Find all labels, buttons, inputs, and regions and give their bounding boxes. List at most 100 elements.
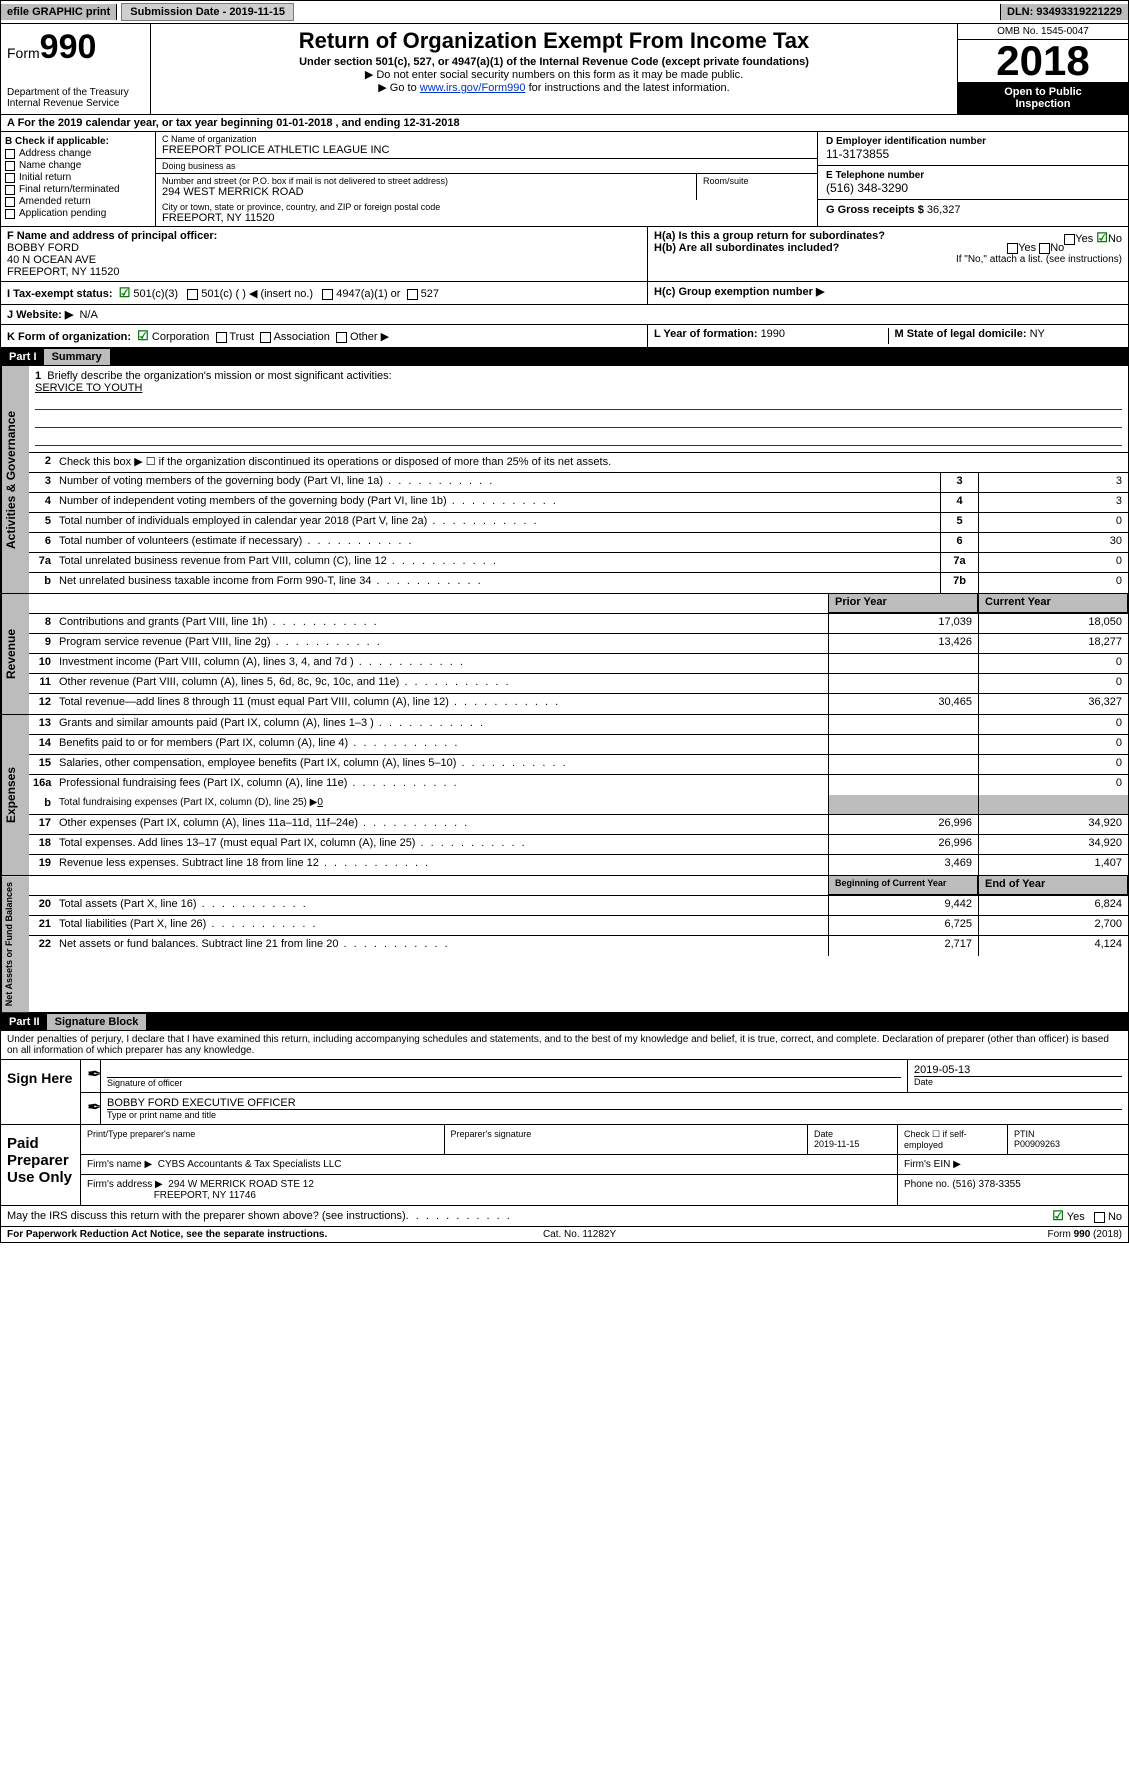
l-label: L Year of formation: <box>654 328 761 340</box>
line-num: 8 <box>29 614 55 633</box>
line-text: Contributions and grants (Part VIII, lin… <box>55 614 828 633</box>
checkbox-icon <box>5 161 15 171</box>
prior-value <box>828 715 978 734</box>
checkbox-icon[interactable] <box>407 289 418 300</box>
i-opt-3: 4947(a)(1) or <box>336 288 400 300</box>
governance-section: Activities & Governance 1 Briefly descri… <box>0 366 1129 594</box>
line-num: 14 <box>29 735 55 754</box>
current-value: 34,920 <box>978 815 1128 834</box>
yes-label: Yes <box>1018 242 1036 254</box>
name-title-label: Type or print name and title <box>107 1110 1122 1120</box>
q2-text: Check this box ▶ ☐ if the organization d… <box>55 453 1128 472</box>
firm-name-label: Firm's name ▶ <box>87 1159 152 1170</box>
checkbox-icon[interactable] <box>1007 243 1018 254</box>
shaded-cell <box>828 795 978 814</box>
gross-receipts-cell: G Gross receipts $ 36,327 <box>818 200 1128 220</box>
q1-value: SERVICE TO YOUTH <box>35 382 1122 394</box>
line-num: 9 <box>29 634 55 653</box>
entity-block: B Check if applicable: Address change Na… <box>0 132 1129 227</box>
ein-cell: D Employer identification number 11-3173… <box>818 132 1128 166</box>
governance-label: Activities & Governance <box>1 366 29 593</box>
table-row: 6Total number of volunteers (estimate if… <box>29 533 1128 553</box>
line-num: 3 <box>29 473 55 492</box>
date-label: Date <box>914 1077 1122 1087</box>
net-header-row: Beginning of Current Year End of Year <box>29 876 1128 896</box>
current-value: 0 <box>978 674 1128 693</box>
preparer-row-1: Print/Type preparer's name Preparer's si… <box>81 1125 1128 1155</box>
prior-value: 6,725 <box>828 916 978 935</box>
line-16b-value: 0 <box>317 797 323 808</box>
checkbox-icon[interactable] <box>336 332 347 343</box>
efile-label: efile GRAPHIC print <box>1 4 117 20</box>
prior-value <box>828 674 978 693</box>
checkbox-icon[interactable] <box>260 332 271 343</box>
line-1: 1 Briefly describe the organization's mi… <box>29 366 1128 453</box>
part-2-header: Part II Signature Block <box>0 1013 1129 1031</box>
checkbox-icon[interactable] <box>1064 234 1075 245</box>
current-year-header: Current Year <box>978 594 1128 613</box>
revenue-label: Revenue <box>1 594 29 714</box>
website-value: N/A <box>79 309 97 321</box>
sub3-a: ▶ Go to <box>378 82 419 94</box>
ptin-value: P00909263 <box>1014 1139 1060 1149</box>
firm-name-row: Firm's name ▶ CYBS Accountants & Tax Spe… <box>81 1155 1128 1175</box>
table-row: bNet unrelated business taxable income f… <box>29 573 1128 593</box>
line-value: 0 <box>978 553 1128 572</box>
line-num: 11 <box>29 674 55 693</box>
prior-value: 26,996 <box>828 835 978 854</box>
shaded-cell <box>978 795 1128 814</box>
check-final-return[interactable]: Final return/terminated <box>5 184 151 195</box>
m-label: M State of legal domicile: <box>895 328 1030 340</box>
line-value: 0 <box>978 573 1128 593</box>
line-num: 13 <box>29 715 55 734</box>
revenue-header-row: Prior Year Current Year <box>29 594 1128 614</box>
current-value: 2,700 <box>978 916 1128 935</box>
i-opt-1: 501(c)(3) <box>133 288 178 300</box>
table-row: 3Number of voting members of the governi… <box>29 473 1128 493</box>
ptin-cell: PTIN P00909263 <box>1008 1125 1128 1154</box>
j-row: J Website: ▶ N/A <box>0 305 1129 325</box>
form990-link[interactable]: www.irs.gov/Form990 <box>420 82 526 94</box>
check-initial-return[interactable]: Initial return <box>5 172 151 183</box>
line-text: Benefits paid to or for members (Part IX… <box>55 735 828 754</box>
check-name-change[interactable]: Name change <box>5 160 151 171</box>
footer: For Paperwork Reduction Act Notice, see … <box>0 1227 1129 1243</box>
checkbox-icon[interactable] <box>187 289 198 300</box>
current-value: 6,824 <box>978 896 1128 915</box>
check-application-pending[interactable]: Application pending <box>5 208 151 219</box>
check-amended-return[interactable]: Amended return <box>5 196 151 207</box>
blank <box>55 594 828 613</box>
table-row: 14Benefits paid to or for members (Part … <box>29 735 1128 755</box>
firm-name: CYBS Accountants & Tax Specialists LLC <box>158 1159 342 1170</box>
street-address-cell: Number and street (or P.O. box if mail i… <box>156 174 697 200</box>
table-row: 11Other revenue (Part VIII, column (A), … <box>29 674 1128 694</box>
revenue-section: Revenue Prior Year Current Year 8Contrib… <box>0 594 1129 715</box>
suite-label: Room/suite <box>703 176 811 186</box>
checkbox-icon[interactable] <box>216 332 227 343</box>
signature-label: Signature of officer <box>107 1078 901 1088</box>
firm-phone-cell: Phone no. (516) 378-3355 <box>898 1175 1128 1205</box>
line-text: Revenue less expenses. Subtract line 18 … <box>55 855 828 875</box>
line-text: Number of voting members of the governin… <box>55 473 940 492</box>
table-row: 10Investment income (Part VIII, column (… <box>29 654 1128 674</box>
submission-date-button[interactable]: Submission Date - 2019-11-15 <box>121 3 294 21</box>
preparer-date-cell: Date 2019-11-15 <box>808 1125 898 1154</box>
check-address-change[interactable]: Address change <box>5 148 151 159</box>
k-opt-1: Corporation <box>152 331 209 343</box>
firm-address-row: Firm's address ▶ 294 W MERRICK ROAD STE … <box>81 1175 1128 1205</box>
part-2-title: Signature Block <box>47 1014 147 1030</box>
prior-value <box>828 755 978 774</box>
line-text: Net assets or fund balances. Subtract li… <box>55 936 828 956</box>
prior-value: 2,717 <box>828 936 978 956</box>
table-row: 19Revenue less expenses. Subtract line 1… <box>29 855 1128 875</box>
line-box: 5 <box>940 513 978 532</box>
top-bar: efile GRAPHIC print Submission Date - 20… <box>0 0 1129 24</box>
city-value: FREEPORT, NY 11520 <box>162 212 811 224</box>
checkbox-icon[interactable] <box>322 289 333 300</box>
check-icon: ☑ <box>119 285 131 300</box>
line-value: 3 <box>978 493 1128 512</box>
checkbox-icon[interactable] <box>1094 1212 1105 1223</box>
h-c-text: H(c) Group exemption number ▶ <box>654 286 824 298</box>
checkbox-icon[interactable] <box>1039 243 1050 254</box>
firm-addr-2: FREEPORT, NY 11746 <box>154 1190 256 1201</box>
